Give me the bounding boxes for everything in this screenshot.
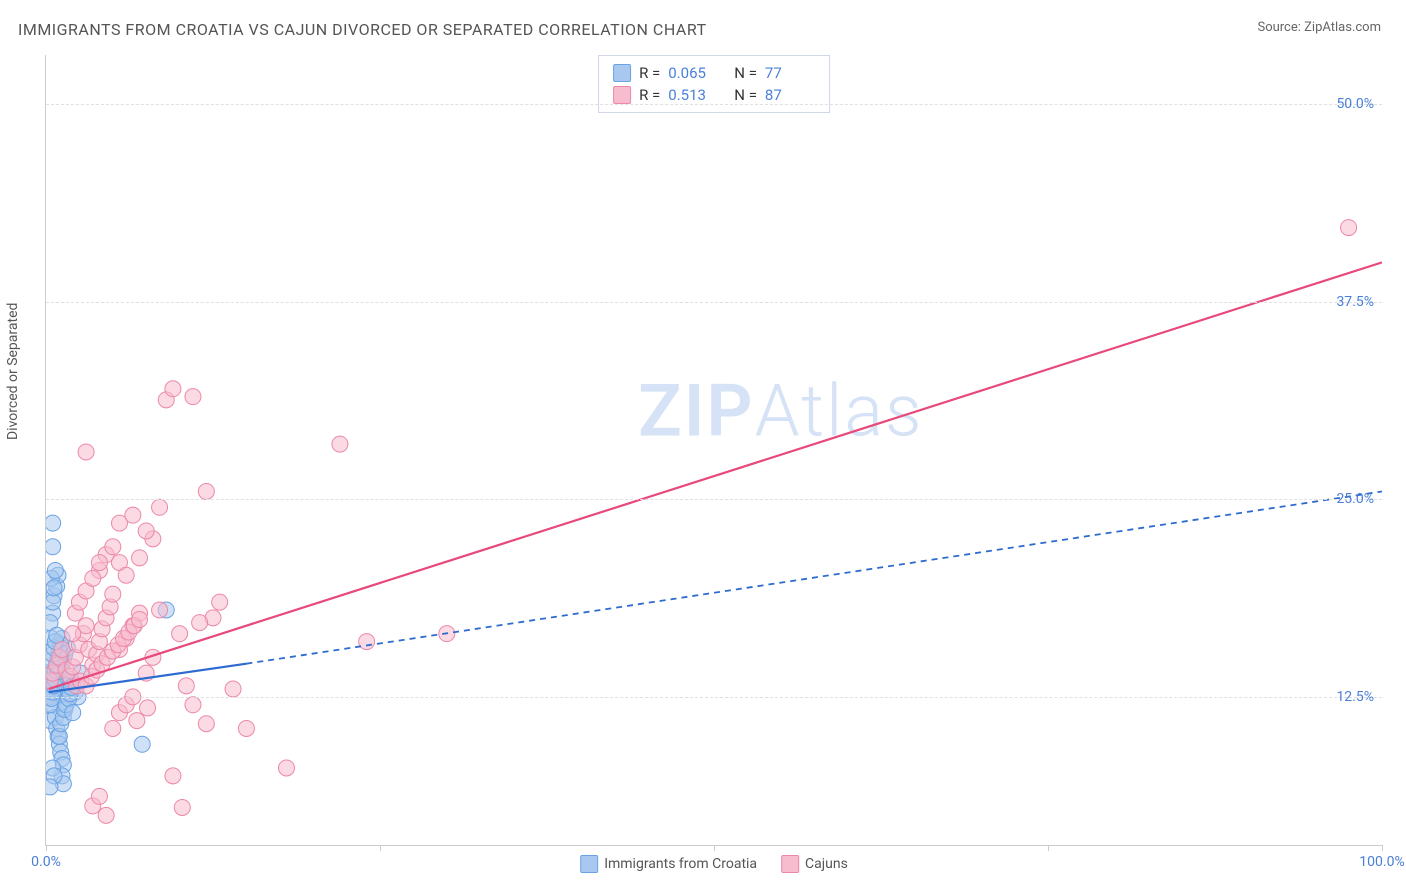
scatter-point <box>91 555 107 571</box>
scatter-point <box>105 586 121 602</box>
scatter-point <box>46 594 61 610</box>
scatter-point <box>138 523 154 539</box>
y-tick-label: 50.0% <box>1336 96 1374 112</box>
bottom-legend: Immigrants from Croatia Cajuns <box>580 855 848 873</box>
scatter-point <box>65 626 81 642</box>
scatter-point <box>47 562 63 578</box>
trend-line-dashed <box>246 491 1382 663</box>
scatter-point <box>91 788 107 804</box>
scatter-point <box>185 697 201 713</box>
x-tick-label: 0.0% <box>31 854 61 870</box>
scatter-point <box>46 515 61 531</box>
x-tick <box>714 845 715 851</box>
legend-swatch <box>613 64 631 82</box>
scatter-point <box>172 626 188 642</box>
y-tick-label: 12.5% <box>1336 689 1374 705</box>
legend-label: Cajuns <box>805 856 848 872</box>
scatter-point <box>65 705 81 721</box>
scatter-point <box>140 700 156 716</box>
scatter-point <box>212 594 228 610</box>
y-axis-label: Divorced or Separated <box>5 303 21 440</box>
scatter-point <box>174 799 190 815</box>
y-tick-label: 25.0% <box>1336 491 1374 507</box>
scatter-point <box>49 627 65 643</box>
scatter-point <box>165 768 181 784</box>
scatter-point <box>225 681 241 697</box>
scatter-point <box>178 678 194 694</box>
trend-line-solid <box>49 262 1382 689</box>
legend-swatch <box>781 855 799 873</box>
legend-item: Cajuns <box>781 855 848 873</box>
scatter-point <box>152 602 168 618</box>
x-tick <box>1382 845 1383 851</box>
scatter-point <box>118 567 134 583</box>
scatter-point <box>238 720 254 736</box>
grid-line <box>46 499 1382 500</box>
scatter-point <box>165 381 181 397</box>
scatter-point <box>332 436 348 452</box>
scatter-point <box>132 550 148 566</box>
x-tick <box>1048 845 1049 851</box>
scatter-point <box>132 611 148 627</box>
scatter-point <box>78 444 94 460</box>
scatter-point <box>125 507 141 523</box>
stats-row: R =0.065N =77 <box>613 62 815 84</box>
chart-area: ZIPAtlas R =0.065N =77R =0.513N =87 Immi… <box>45 55 1382 846</box>
stats-row: R =0.513N =87 <box>613 84 815 106</box>
plot-svg <box>46 55 1382 845</box>
grid-line <box>46 104 1382 105</box>
legend-label: Immigrants from Croatia <box>604 856 757 872</box>
scatter-point <box>85 570 101 586</box>
x-tick <box>380 845 381 851</box>
chart-title: IMMIGRANTS FROM CROATIA VS CAJUN DIVORCE… <box>18 20 707 39</box>
scatter-point <box>105 539 121 555</box>
legend-swatch <box>580 855 598 873</box>
x-tick-label: 100.0% <box>1359 854 1404 870</box>
scatter-point <box>1341 220 1357 236</box>
scatter-point <box>129 713 145 729</box>
scatter-point <box>46 539 61 555</box>
legend-item: Immigrants from Croatia <box>580 855 757 873</box>
scatter-point <box>278 760 294 776</box>
scatter-point <box>46 580 62 596</box>
grid-line <box>46 302 1382 303</box>
scatter-point <box>134 736 150 752</box>
y-tick-label: 37.5% <box>1336 294 1374 310</box>
scatter-point <box>152 499 168 515</box>
scatter-point <box>46 779 58 795</box>
scatter-point <box>98 807 114 823</box>
grid-line <box>46 697 1382 698</box>
legend-swatch <box>613 86 631 104</box>
scatter-point <box>192 615 208 631</box>
source-label: Source: ZipAtlas.com <box>1257 20 1381 35</box>
scatter-point <box>185 389 201 405</box>
scatter-point <box>198 716 214 732</box>
scatter-point <box>198 483 214 499</box>
scatter-point <box>105 720 121 736</box>
x-tick <box>46 845 47 851</box>
